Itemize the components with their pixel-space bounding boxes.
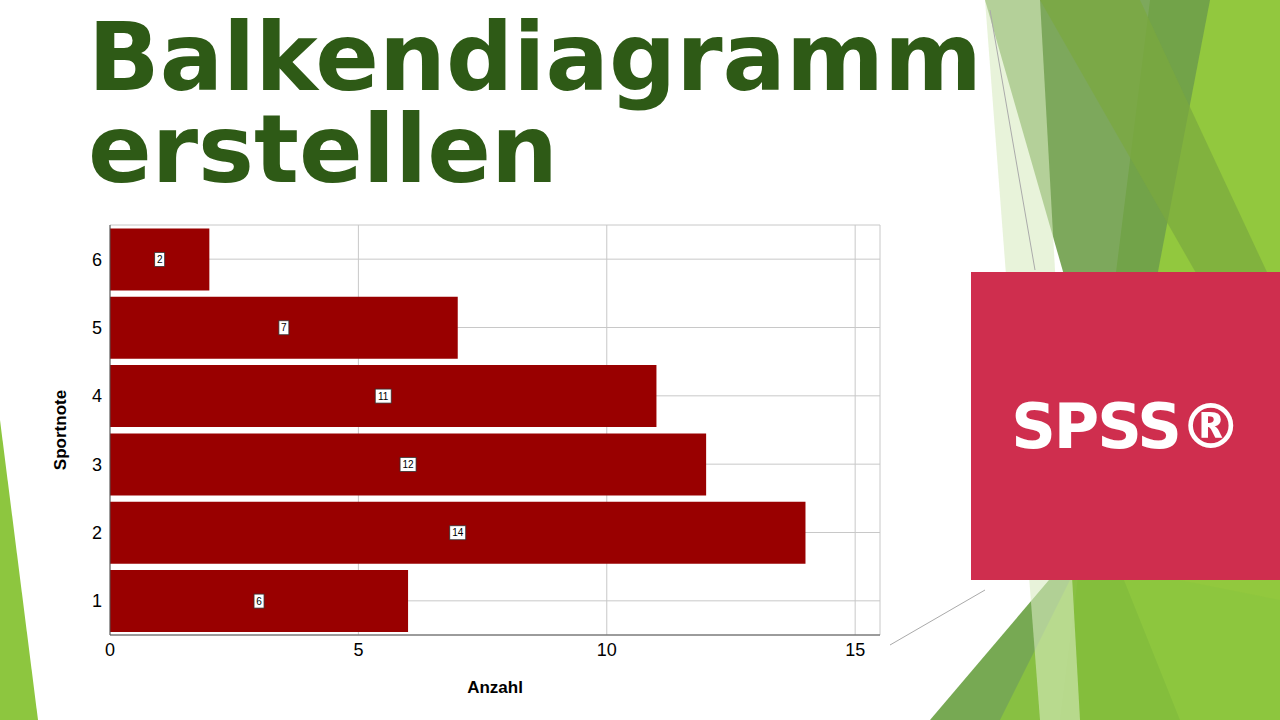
svg-text:15: 15 (845, 640, 865, 660)
svg-text:6: 6 (92, 250, 102, 270)
svg-text:0: 0 (105, 640, 115, 660)
svg-text:11: 11 (378, 391, 389, 402)
svg-text:4: 4 (92, 386, 102, 406)
svg-text:7: 7 (281, 322, 287, 333)
svg-text:12: 12 (403, 459, 415, 470)
svg-text:2: 2 (157, 254, 163, 265)
svg-text:10: 10 (597, 640, 617, 660)
svg-text:Sportnote: Sportnote (51, 390, 70, 470)
svg-text:1: 1 (92, 591, 102, 611)
svg-text:6: 6 (256, 596, 262, 607)
html-text:Balkendiagramm erstellen: Balkendiagramm erstellen (88, 3, 982, 204)
svg-text:Anzahl: Anzahl (467, 678, 523, 697)
svg-text:2: 2 (92, 523, 102, 543)
svg-text:5: 5 (353, 640, 363, 660)
svg-text:3: 3 (92, 455, 102, 475)
html-text:SPSS®: SPSS® (1011, 389, 1240, 463)
svg-text:14: 14 (452, 527, 464, 538)
svg-text:5: 5 (92, 318, 102, 338)
